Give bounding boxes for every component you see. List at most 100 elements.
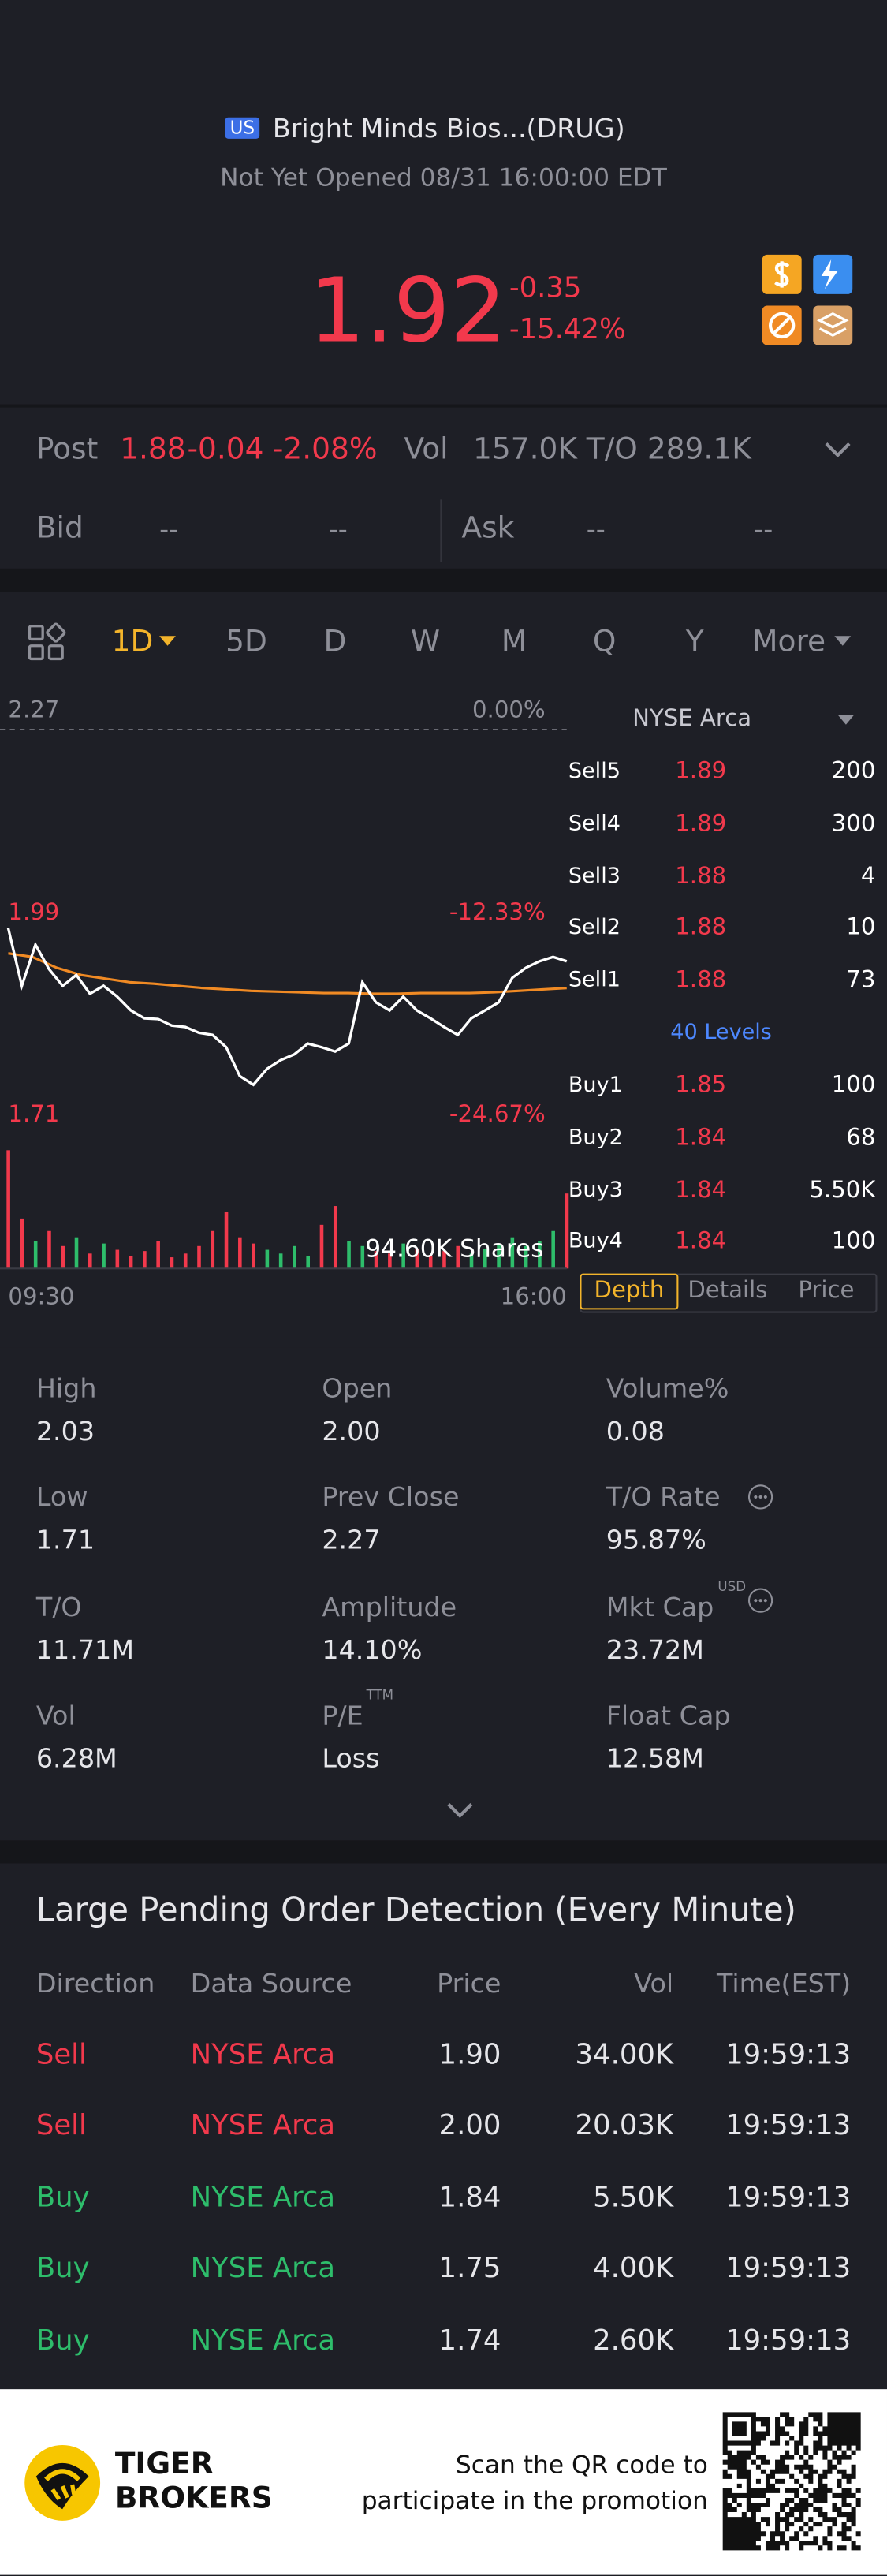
stat-label: Amplitude — [322, 1590, 457, 1622]
stat-label: T/O Rate — [606, 1481, 721, 1514]
venue: NYSE Arca — [632, 706, 752, 733]
period-tab[interactable]: Q — [592, 625, 617, 659]
stat-label: High — [35, 1372, 97, 1405]
post-change: -0.04 — [187, 432, 264, 468]
depth-level: Buy4 — [568, 1230, 623, 1255]
volume-bar — [156, 1241, 160, 1269]
post-label: Post — [35, 432, 99, 468]
stat-label: T/O — [35, 1590, 82, 1622]
period-tab[interactable]: 1D — [111, 625, 154, 659]
period-tab[interactable]: W — [411, 625, 441, 659]
divider — [0, 568, 887, 592]
order-cell: Buy — [35, 2324, 90, 2358]
volume-bar — [224, 1211, 229, 1269]
feature-icons[interactable] — [762, 254, 855, 347]
post-price: 1.88 — [120, 432, 186, 468]
period-tab[interactable]: 5D — [225, 625, 267, 659]
period-tab[interactable]: M — [501, 625, 527, 659]
volume-bar — [456, 1245, 460, 1269]
expand-icon[interactable] — [447, 1802, 473, 1819]
bid-label: Bid — [35, 511, 84, 547]
depth-price: 1.88 — [675, 967, 727, 994]
column-header: Time(EST) — [716, 1967, 852, 1999]
depth-size: 10 — [846, 915, 876, 942]
volume-bar — [252, 1243, 255, 1269]
bid-size: -- — [328, 513, 348, 545]
expand-icon[interactable] — [825, 440, 851, 460]
info-icon[interactable] — [747, 1484, 773, 1510]
depth-price: 1.88 — [675, 863, 727, 890]
depth-level: Buy1 — [568, 1073, 623, 1099]
volume-bar — [33, 1241, 38, 1269]
order-cell: Buy — [35, 2253, 90, 2286]
volume-bar — [102, 1243, 106, 1269]
qr-code[interactable] — [722, 2412, 861, 2551]
volume-bar — [415, 1248, 419, 1269]
dropdown-icon[interactable] — [837, 715, 855, 726]
post-panel: Post 1.88 -0.04 -2.08% Vol 157.0K T/O 28… — [0, 407, 887, 569]
stat-label: Prev Close — [322, 1481, 460, 1514]
order-cell: 19:59:13 — [725, 2324, 852, 2358]
volume-bar — [183, 1253, 188, 1269]
order-cell: 19:59:13 — [725, 2039, 852, 2072]
volume-bar — [388, 1253, 392, 1269]
volume-bar — [510, 1237, 515, 1269]
volume-bar — [483, 1248, 487, 1269]
stat-value: 95.87% — [606, 1524, 706, 1556]
tab-highlight — [580, 1273, 679, 1310]
volume-bar — [20, 1218, 24, 1269]
volume-bar — [115, 1249, 120, 1269]
volume-bar — [347, 1241, 351, 1269]
layout-icon[interactable] — [28, 622, 66, 661]
dropdown-icon — [159, 636, 176, 646]
volume-bar — [61, 1245, 65, 1269]
depth-tab[interactable]: Depth — [594, 1278, 665, 1305]
volume-bar — [211, 1230, 215, 1269]
time-start: 09:30 — [8, 1284, 75, 1311]
order-cell: 19:59:13 — [725, 2110, 852, 2144]
promo-text: Scan the QR code to — [455, 2450, 708, 2480]
info-icon[interactable] — [747, 1587, 773, 1613]
section-title: Large Pending Order Detection (Every Min… — [35, 1889, 796, 1929]
order-cell: 1.90 — [438, 2039, 501, 2072]
brand: TIGER — [114, 2447, 214, 2482]
volume-bar — [565, 1193, 569, 1269]
divider — [440, 499, 442, 562]
order-cell: NYSE Arca — [190, 2324, 336, 2358]
levels-link[interactable]: 40 Levels — [670, 1021, 772, 1046]
volume-bar — [551, 1230, 555, 1269]
qr-modules — [722, 2412, 861, 2551]
pct-level: -24.67% — [449, 1102, 546, 1129]
price-level: 1.71 — [8, 1102, 60, 1129]
volume-bar — [278, 1253, 283, 1269]
stat-value: 14.10% — [322, 1633, 423, 1665]
column-header: Direction — [35, 1967, 155, 1999]
period-tab[interactable]: Y — [685, 625, 704, 659]
depth-tab[interactable]: Price — [798, 1278, 855, 1305]
depth-price: 1.84 — [675, 1124, 727, 1152]
stat-value: 2.00 — [322, 1415, 381, 1447]
period-tab[interactable]: D — [323, 625, 347, 659]
volume-bar — [442, 1251, 446, 1269]
period-tab[interactable]: More — [752, 625, 826, 659]
dropdown-icon — [834, 636, 852, 646]
price-chart — [0, 728, 569, 1270]
volume-bar — [469, 1253, 474, 1269]
brand: BROKERS — [114, 2481, 273, 2517]
column-header: Price — [437, 1967, 501, 1999]
stat-value: 23.72M — [606, 1633, 704, 1665]
depth-size: 68 — [846, 1124, 876, 1152]
market-badge: US — [225, 117, 260, 140]
ask-size: -- — [754, 513, 773, 545]
order-cell: 19:59:13 — [725, 2253, 852, 2286]
stat-value: Loss — [322, 1742, 380, 1774]
stat-value: 1.71 — [35, 1524, 95, 1556]
depth-tab[interactable]: Details — [688, 1278, 768, 1305]
depth-price: 1.88 — [675, 915, 727, 942]
price-level: 1.99 — [8, 899, 60, 927]
status: Not Yet Opened 08/31 16:00:00 EDT — [220, 162, 667, 192]
stat-unit: TTM — [366, 1687, 394, 1703]
depth-price: 1.84 — [675, 1177, 727, 1204]
depth-price: 1.89 — [675, 758, 727, 786]
